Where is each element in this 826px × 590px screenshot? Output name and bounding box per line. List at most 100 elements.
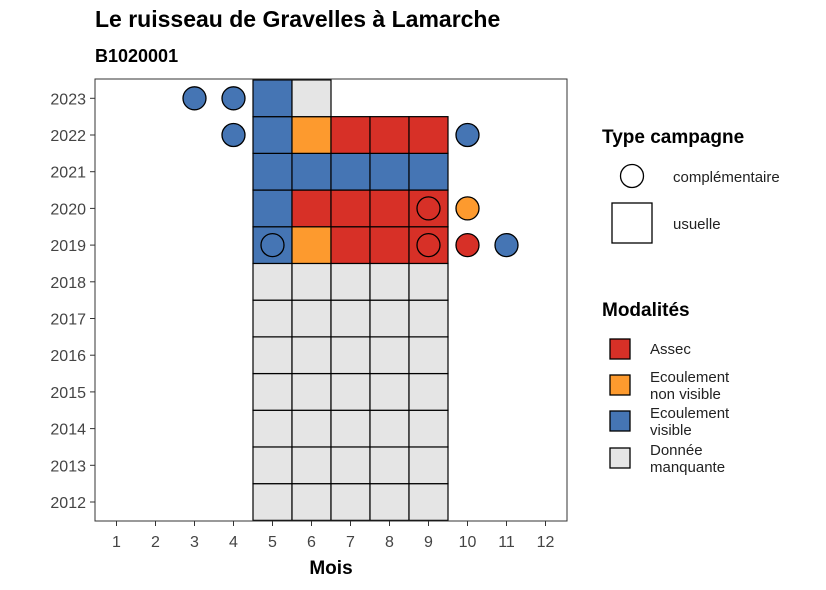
cell-2021-8 [369, 152, 410, 191]
legend-modalite-label-2-0: Ecoulement [650, 405, 730, 422]
cell-2022-7 [330, 116, 371, 154]
y-tick-label-2021: 2021 [50, 165, 86, 182]
cell-2020-7 [330, 189, 371, 228]
x-tick-label-11: 11 [498, 534, 515, 551]
y-tick-label-2013: 2013 [50, 458, 86, 475]
cell-2014-6 [291, 409, 332, 448]
x-axis: 1 2 3 4 5 6 7 8 9 10 11 12 [112, 521, 555, 551]
cell-2012-5 [252, 483, 293, 521]
cell-2022-6 [291, 116, 332, 154]
legend-modalite-label-1-0: Ecoulement [650, 369, 730, 386]
cell-2014-7 [330, 409, 371, 448]
cell-2015-7 [330, 372, 371, 411]
legend-modalite-label-3-1: manquante [650, 459, 725, 476]
legend-type-title: Type campagne [602, 127, 744, 148]
x-axis-label: Mois [309, 558, 352, 579]
cell-2016-9 [408, 336, 449, 375]
cell-2015-8 [369, 372, 410, 411]
x-tick-label-7: 7 [346, 534, 355, 551]
cell-2019-8 [369, 226, 410, 265]
cell-2013-7 [330, 446, 371, 485]
cell-2022-8 [369, 116, 410, 154]
cell-2020-6 [291, 189, 332, 228]
point-2019-5 [260, 232, 285, 258]
cell-2017-5 [252, 299, 293, 338]
cell-2018-9 [408, 262, 449, 301]
cell-2012-9 [408, 483, 449, 521]
cell-2023-6 [291, 79, 332, 118]
point-2022-4 [221, 122, 246, 148]
legend-key-2 [609, 410, 631, 432]
x-tick-label-9: 9 [424, 534, 433, 551]
cell-2016-5 [252, 336, 293, 375]
cell-2013-6 [291, 446, 332, 485]
point-2020-9 [416, 196, 441, 221]
legend-key-3 [609, 447, 631, 469]
legend-type-label-1: usuelle [673, 216, 721, 233]
chart-title: Le ruisseau de Gravelles à Lamarche [95, 6, 501, 32]
legend-type-label-0: complémentaire [673, 169, 780, 186]
y-tick-label-2022: 2022 [50, 128, 86, 145]
point-2019-11 [494, 232, 519, 258]
cell-2019-7 [330, 226, 371, 265]
legend-square-symbol [611, 202, 653, 244]
cell-2023-5 [252, 79, 293, 118]
point-2023-4 [221, 86, 246, 111]
legend-modalite-label-1-1: non visible [650, 386, 721, 403]
cell-2018-6 [291, 262, 332, 301]
legend-type-campagne: Type campagne complémentaire usuelle [602, 127, 780, 244]
cell-2018-8 [369, 262, 410, 301]
cell-2013-9 [408, 446, 449, 485]
x-tick-label-6: 6 [307, 534, 316, 551]
cell-2022-5 [252, 116, 293, 154]
legend-modalite-label-3-0: Donnée [650, 442, 703, 459]
y-tick-label-2017: 2017 [50, 312, 86, 329]
cell-2013-8 [369, 446, 410, 485]
x-tick-label-5: 5 [268, 534, 277, 551]
cell-2016-6 [291, 336, 332, 375]
cell-2014-5 [252, 409, 293, 448]
cell-2017-9 [408, 299, 449, 338]
circles-layer [182, 86, 519, 258]
y-tick-label-2020: 2020 [50, 201, 86, 218]
cell-2016-8 [369, 336, 410, 375]
chart-subtitle: B1020001 [95, 46, 179, 66]
cell-2017-6 [291, 299, 332, 338]
point-2019-9 [416, 232, 441, 258]
legend-modalite-label-0-0: Assec [650, 341, 691, 358]
x-tick-label-4: 4 [229, 534, 238, 551]
y-tick-label-2018: 2018 [50, 275, 86, 292]
cell-2018-5 [252, 262, 293, 301]
legend-modalites-title: Modalités [602, 300, 690, 321]
y-axis: 2012 2013 2014 2015 2016 2017 2018 2019 2020 2021… [50, 91, 95, 512]
y-tick-label-2023: 2023 [50, 91, 86, 108]
cell-2018-7 [330, 262, 371, 301]
cell-2021-7 [330, 152, 371, 191]
cell-2021-6 [291, 152, 332, 191]
x-tick-label-12: 12 [537, 534, 555, 551]
y-tick-label-2012: 2012 [50, 495, 86, 512]
plot-panel-border [94, 78, 568, 522]
cell-2012-8 [369, 483, 410, 521]
y-tick-label-2019: 2019 [50, 238, 86, 255]
legend-modalite-label-2-1: visible [650, 422, 692, 439]
cell-2012-7 [330, 483, 371, 521]
cell-2020-5 [252, 189, 293, 228]
cell-2012-6 [291, 483, 332, 521]
cell-2015-6 [291, 372, 332, 411]
cell-2022-9 [408, 116, 449, 154]
x-tick-label-1: 1 [112, 534, 121, 551]
cell-2015-5 [252, 372, 293, 411]
cell-2017-8 [369, 299, 410, 338]
cell-2019-6 [291, 226, 332, 265]
x-tick-label-2: 2 [151, 534, 160, 551]
point-2022-10 [455, 122, 480, 148]
cell-2013-5 [252, 446, 293, 485]
cell-2021-9 [408, 152, 449, 191]
cell-2014-9 [408, 409, 449, 448]
legend-key-1 [609, 374, 631, 396]
cell-2021-5 [252, 152, 293, 191]
cell-2020-8 [369, 189, 410, 228]
cell-2016-7 [330, 336, 371, 375]
